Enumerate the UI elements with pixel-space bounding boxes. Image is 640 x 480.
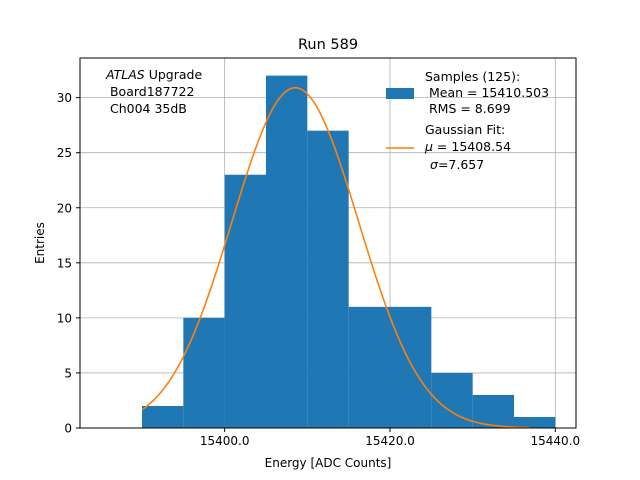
legend-fit-title: Gaussian Fit: (425, 122, 505, 137)
legend-sigma-symbol: σ (430, 157, 439, 172)
histogram-bar-9 (514, 416, 556, 428)
legend-samples-mean: Mean = 15410.503 (425, 85, 549, 100)
gaussian-fit-layer (141, 86, 531, 429)
gaussian-fit-curve (141, 86, 531, 429)
legend-samples-rms: RMS = 8.699 (425, 101, 511, 116)
annotation-upgrade: Upgrade (145, 67, 203, 82)
histogram-bar-1 (183, 317, 225, 428)
axis-ticks: 15400.0 15420.0 15440.0 0 5 10 15 20 25 30 (57, 91, 580, 448)
x-tick-label-2: 15440.0 (531, 434, 581, 448)
y-tick-label-0: 0 (64, 422, 72, 436)
histogram-bar-5 (348, 306, 390, 428)
atlas-annotation: ATLAS Upgrade Board187722 Ch004 35dB (105, 67, 202, 116)
annotation-board: Board187722 (106, 84, 194, 99)
histogram-bar-4 (307, 130, 349, 428)
y-tick-label-4: 20 (57, 201, 72, 215)
histogram-bar-3 (266, 75, 308, 428)
legend-mu-symbol: μ (424, 139, 433, 154)
y-axis-label: Entries (33, 222, 47, 264)
legend-samples-count: Samples (125): (425, 69, 520, 84)
x-tick-label-0: 15400.0 (200, 434, 250, 448)
y-tick-label-5: 25 (57, 146, 72, 160)
histogram-bar-0 (142, 405, 184, 428)
x-tick-label-1: 15420.0 (365, 434, 415, 448)
plot-frame (79, 57, 577, 429)
legend-fit-sigma: σ=7.657 (430, 157, 484, 172)
legend-swatch-samples (386, 88, 414, 99)
x-axis-label: Energy [ADC Counts] (265, 456, 392, 470)
annotation-channel: Ch004 35dB (106, 101, 187, 116)
y-tick-label-3: 15 (57, 256, 72, 270)
y-tick-label-1: 5 (64, 366, 72, 380)
legend-fit-mu: μ = 15408.54 (424, 139, 511, 154)
y-tick-label-6: 30 (57, 91, 72, 105)
histogram-bar-2 (224, 174, 266, 428)
legend-mu-value: = 15408.54 (433, 139, 511, 154)
histogram-bars (142, 75, 556, 428)
histogram-bar-6 (390, 306, 432, 428)
legend: Samples (125): Mean = 15410.503 RMS = 8.… (386, 69, 549, 172)
chart-title: Run 589 (298, 37, 358, 53)
annotation-line-1: ATLAS Upgrade (105, 67, 202, 82)
annotation-atlas: ATLAS (105, 67, 145, 82)
y-tick-label-2: 10 (57, 311, 72, 325)
legend-sigma-value: =7.657 (438, 157, 484, 172)
